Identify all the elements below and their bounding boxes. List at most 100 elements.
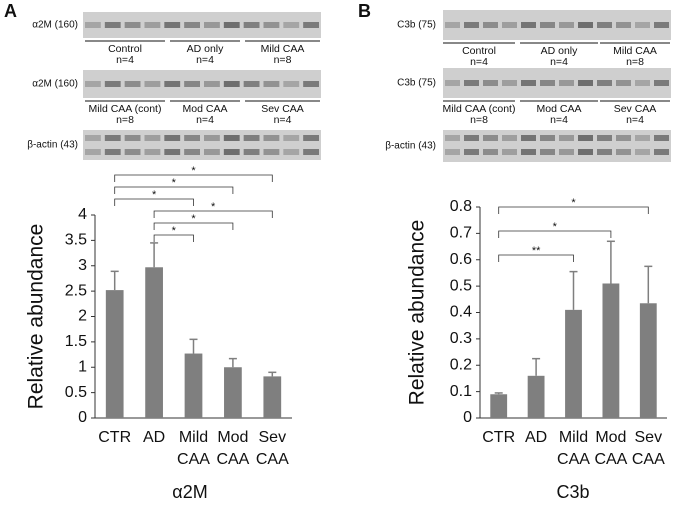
- blot-band: [104, 149, 121, 155]
- blot-band: [263, 22, 280, 28]
- blot-band: [303, 149, 319, 155]
- x-tick-label: Sev CAA: [632, 429, 665, 468]
- error-bar: [268, 371, 277, 377]
- blot-image: [83, 12, 321, 38]
- significance-bracket: [114, 198, 194, 206]
- group-name: Control: [462, 45, 496, 57]
- blot-label: α2M (160): [32, 79, 78, 90]
- group-name: Mild CAA: [261, 43, 305, 55]
- panel-label: A: [4, 1, 17, 21]
- group-name: Sev CAA: [614, 103, 657, 115]
- group-n: n=4: [196, 54, 214, 66]
- y-tick-label: 1: [78, 358, 87, 375]
- y-axis-label: Relative abundance: [406, 220, 429, 406]
- significance-label: *: [191, 213, 196, 225]
- group-n: n=4: [274, 114, 292, 126]
- blot-band: [243, 149, 260, 155]
- x-tick-label: Mod CAA: [594, 429, 627, 468]
- blot-band: [164, 22, 181, 28]
- bar: [224, 367, 242, 418]
- blot-band: [144, 135, 161, 141]
- blot-band: [559, 22, 574, 28]
- blot-band: [124, 22, 141, 28]
- error-bar: [110, 270, 119, 291]
- blot-band: [243, 22, 260, 28]
- blot-band: [502, 80, 517, 86]
- significance-bracket: [498, 206, 649, 214]
- x-tick-label: CTR: [482, 429, 515, 446]
- error-bar: [228, 357, 237, 368]
- y-tick-label: 1.5: [65, 333, 87, 350]
- blot-band: [85, 149, 101, 155]
- chart-title: α2M: [172, 482, 207, 502]
- blot-band: [616, 22, 631, 28]
- blot-band: [445, 80, 460, 86]
- y-tick-label: 0.1: [450, 383, 472, 400]
- blot-band: [223, 135, 240, 141]
- blot-band: [263, 149, 280, 155]
- blot-band: [521, 135, 536, 141]
- blot-label: α2M (160): [32, 20, 78, 31]
- blot-band: [184, 149, 200, 155]
- blot-band: [184, 81, 200, 87]
- blot-band: [521, 149, 536, 155]
- group-name: Control: [108, 43, 142, 55]
- blot-band: [263, 81, 280, 87]
- blot-band: [85, 135, 101, 141]
- significance-label: *: [172, 225, 177, 237]
- blot-band: [204, 149, 220, 155]
- bar: [565, 309, 582, 418]
- blot-band: [204, 22, 220, 28]
- blot-label: β-actin (43): [27, 140, 78, 151]
- blot-band: [464, 135, 479, 141]
- blot-band: [483, 22, 498, 28]
- significance-bracket: [498, 254, 574, 262]
- blot-band: [104, 135, 121, 141]
- group-n: n=8: [626, 56, 644, 68]
- y-tick-label: 0.3: [450, 330, 472, 347]
- blot-band: [578, 22, 593, 28]
- y-tick-label: 0: [463, 409, 472, 426]
- group-n: n=4: [116, 54, 134, 66]
- blot-band: [124, 81, 141, 87]
- blot-band: [164, 135, 181, 141]
- x-tick-label: AD: [143, 429, 165, 446]
- significance-bracket: [498, 230, 612, 238]
- blot-band: [502, 22, 517, 28]
- x-tick-label: Mild CAA: [557, 429, 590, 468]
- group-name: Mild CAA (cont): [89, 103, 162, 115]
- blot-band: [635, 135, 650, 141]
- blot-band: [540, 22, 555, 28]
- y-tick-label: 0.4: [450, 304, 472, 321]
- significance-bracket: [153, 222, 234, 230]
- error-bar: [494, 392, 503, 395]
- blot-label: C3b (75): [397, 78, 436, 89]
- group-n: n=8: [116, 114, 134, 126]
- blot-band: [445, 149, 460, 155]
- blot-band: [283, 149, 300, 155]
- blot-band: [559, 135, 574, 141]
- y-tick-label: 0.2: [450, 356, 472, 373]
- bar: [639, 303, 657, 418]
- blot-band: [144, 149, 161, 155]
- blot-band: [540, 135, 555, 141]
- bar: [527, 375, 545, 418]
- blot-band: [144, 22, 161, 28]
- y-tick-label: 3.5: [65, 232, 87, 249]
- x-tick-label: AD: [525, 429, 547, 446]
- blot-band: [616, 80, 631, 86]
- blot-band: [635, 22, 650, 28]
- blot-band: [540, 80, 555, 86]
- y-axis-label: Relative abundance: [25, 224, 48, 410]
- bar: [145, 267, 163, 418]
- group-name: Sev CAA: [261, 103, 304, 115]
- error-bar: [569, 270, 578, 310]
- significance-label: *: [571, 197, 576, 209]
- group-n: n=8: [470, 114, 488, 126]
- group-n: n=4: [626, 114, 644, 126]
- blot-band: [578, 149, 593, 155]
- blot-band: [104, 22, 121, 28]
- group-name: AD only: [187, 43, 225, 55]
- chart-title: C3b: [556, 482, 589, 502]
- y-tick-label: 0.5: [450, 277, 472, 294]
